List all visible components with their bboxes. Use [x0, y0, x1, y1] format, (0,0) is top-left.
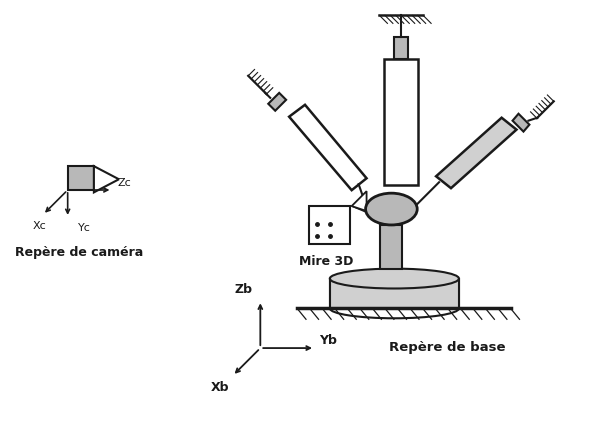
Ellipse shape — [330, 269, 459, 289]
Polygon shape — [436, 118, 517, 189]
Bar — [380, 225, 402, 269]
Polygon shape — [352, 192, 366, 211]
Polygon shape — [268, 94, 286, 112]
Text: Yb: Yb — [319, 333, 337, 346]
Bar — [68, 167, 94, 191]
Text: Xb: Xb — [211, 380, 230, 393]
Text: Zb: Zb — [234, 283, 252, 296]
Text: Repère de caméra: Repère de caméra — [15, 245, 144, 258]
Bar — [395, 38, 408, 60]
Text: Repère de base: Repère de base — [389, 340, 506, 353]
Text: Zc: Zc — [117, 178, 131, 187]
Polygon shape — [512, 115, 530, 132]
Bar — [309, 207, 350, 244]
Polygon shape — [94, 167, 119, 193]
Bar — [385, 60, 418, 186]
Ellipse shape — [366, 194, 417, 225]
Text: Xc: Xc — [33, 220, 47, 230]
Text: Mire 3D: Mire 3D — [299, 254, 353, 267]
Bar — [330, 279, 459, 309]
Text: Yc: Yc — [78, 222, 91, 232]
Polygon shape — [289, 105, 366, 191]
